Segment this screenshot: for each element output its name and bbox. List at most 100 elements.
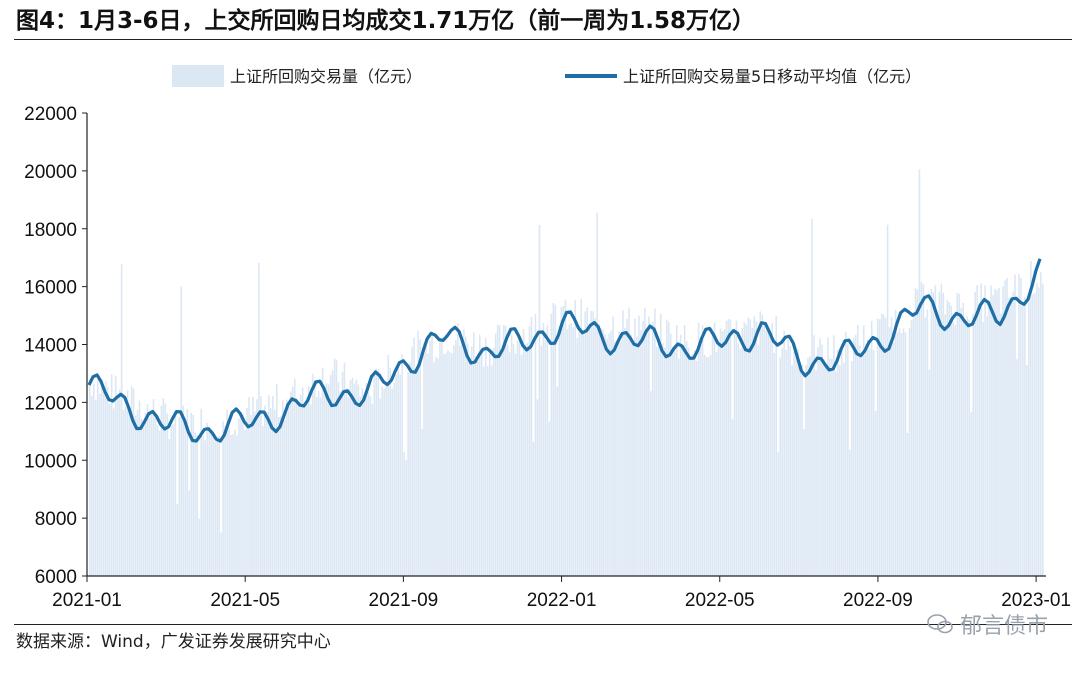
bar <box>896 331 899 576</box>
bar <box>556 386 559 576</box>
bar <box>928 369 931 576</box>
bar <box>240 414 242 576</box>
bar <box>120 264 123 576</box>
bar <box>106 387 109 576</box>
bar <box>779 357 781 576</box>
axes: 6000 8000 10000 12000 14000 16000 18000 20000 22… <box>24 104 1071 611</box>
x-tick-label: 2021-01 <box>52 590 122 611</box>
bar <box>606 338 608 576</box>
bar <box>546 324 549 576</box>
bar <box>339 391 342 576</box>
bar <box>278 416 280 576</box>
bar <box>815 369 817 576</box>
bar <box>486 366 489 576</box>
bar <box>936 310 939 576</box>
x-tick-label: 2021-09 <box>369 590 439 611</box>
bar <box>329 375 332 576</box>
bar <box>441 337 443 576</box>
bar <box>488 348 491 576</box>
bar <box>508 352 511 576</box>
bar <box>902 328 905 576</box>
bar <box>588 328 590 576</box>
bar <box>192 414 195 576</box>
bar <box>1022 302 1024 576</box>
bar <box>753 316 756 576</box>
bar <box>283 420 286 576</box>
bar <box>325 383 328 576</box>
bar <box>930 288 933 576</box>
bar <box>1036 283 1038 576</box>
bar <box>878 319 881 576</box>
bar <box>968 319 970 576</box>
bar <box>876 318 879 576</box>
bar <box>472 332 475 576</box>
legend-bar-label: 上证所回购交易量（亿元） <box>230 67 422 86</box>
bar <box>994 288 996 576</box>
bar <box>600 328 602 576</box>
bar <box>162 398 165 576</box>
bar <box>395 374 397 576</box>
bar <box>689 356 692 576</box>
bar <box>918 169 921 576</box>
bar <box>1040 272 1042 576</box>
bar <box>835 371 837 576</box>
bar <box>451 353 453 576</box>
bar <box>393 382 395 576</box>
bar <box>801 364 803 576</box>
bar <box>377 368 380 576</box>
bar <box>122 409 125 576</box>
bar <box>502 324 505 576</box>
bar <box>950 305 953 576</box>
bar <box>250 414 252 576</box>
bar <box>548 421 551 576</box>
bar <box>399 374 401 576</box>
bar <box>176 504 179 576</box>
bar <box>882 314 885 576</box>
bar <box>331 370 334 576</box>
bar <box>809 356 811 576</box>
bar <box>558 325 561 576</box>
bar <box>222 421 224 576</box>
bar <box>705 356 708 576</box>
bar <box>783 330 785 576</box>
bar <box>821 344 823 576</box>
bar <box>721 331 724 576</box>
bar <box>439 339 441 576</box>
bar <box>196 435 199 576</box>
bar <box>1006 278 1008 576</box>
bar <box>874 410 877 576</box>
bar <box>291 386 294 576</box>
bar <box>771 323 774 576</box>
bar <box>630 334 632 576</box>
bar <box>980 283 982 576</box>
bar <box>1032 294 1034 576</box>
bar <box>118 389 121 576</box>
bar <box>819 338 821 576</box>
bar <box>467 343 469 576</box>
bar <box>463 329 465 576</box>
bar <box>926 309 929 576</box>
bar <box>644 307 646 576</box>
bar <box>761 314 764 576</box>
bar <box>353 383 356 576</box>
bar <box>978 304 980 576</box>
bar <box>948 301 951 576</box>
bar <box>560 307 563 576</box>
bar <box>745 324 748 576</box>
bar <box>707 357 710 576</box>
bar <box>154 416 157 576</box>
bar <box>996 290 998 576</box>
bar <box>886 224 889 576</box>
bar <box>270 408 272 576</box>
bar <box>837 349 839 576</box>
bar <box>829 358 831 576</box>
bar <box>92 383 95 576</box>
x-tick-label: 2022-09 <box>843 590 913 611</box>
bar <box>319 397 322 576</box>
bar <box>343 362 346 576</box>
bar <box>1010 298 1012 576</box>
bar <box>100 379 103 576</box>
bar <box>610 330 612 576</box>
bar <box>986 316 988 576</box>
bar <box>449 352 451 576</box>
